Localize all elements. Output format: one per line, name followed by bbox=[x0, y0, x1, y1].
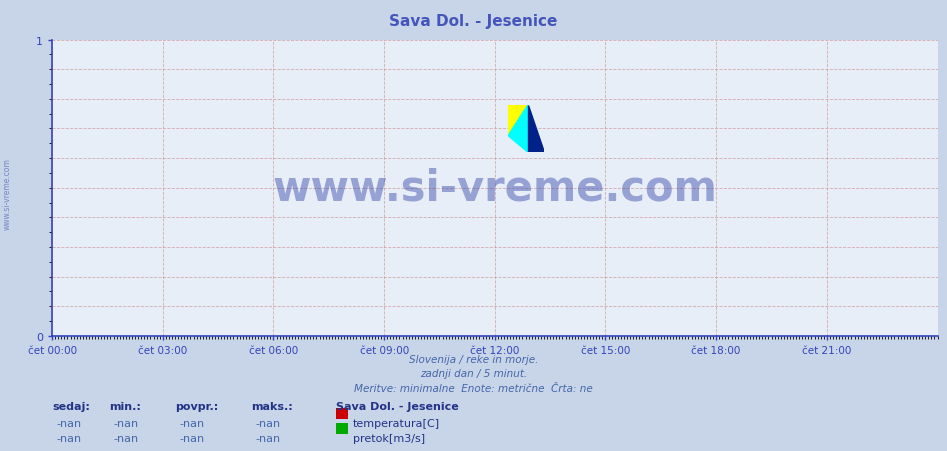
Text: pretok[m3/s]: pretok[m3/s] bbox=[353, 433, 425, 443]
Text: Meritve: minimalne  Enote: metrične  Črta: ne: Meritve: minimalne Enote: metrične Črta:… bbox=[354, 383, 593, 393]
Text: Sava Dol. - Jesenice: Sava Dol. - Jesenice bbox=[389, 14, 558, 28]
Text: www.si-vreme.com: www.si-vreme.com bbox=[273, 167, 717, 209]
Text: Slovenija / reke in morje.: Slovenija / reke in morje. bbox=[409, 354, 538, 364]
Text: -nan: -nan bbox=[256, 418, 281, 428]
Text: min.:: min.: bbox=[109, 401, 141, 411]
Text: -nan: -nan bbox=[114, 433, 139, 443]
Text: zadnji dan / 5 minut.: zadnji dan / 5 minut. bbox=[420, 368, 527, 378]
Polygon shape bbox=[509, 106, 527, 153]
Text: -nan: -nan bbox=[57, 433, 82, 443]
Text: maks.:: maks.: bbox=[251, 401, 293, 411]
Text: -nan: -nan bbox=[180, 433, 205, 443]
Text: -nan: -nan bbox=[256, 433, 281, 443]
Polygon shape bbox=[527, 106, 545, 153]
Text: sedaj:: sedaj: bbox=[52, 401, 90, 411]
Text: Sava Dol. - Jesenice: Sava Dol. - Jesenice bbox=[336, 401, 459, 411]
Text: -nan: -nan bbox=[57, 418, 82, 428]
Text: www.si-vreme.com: www.si-vreme.com bbox=[3, 158, 12, 230]
Text: -nan: -nan bbox=[114, 418, 139, 428]
Text: -nan: -nan bbox=[180, 418, 205, 428]
Text: temperatura[C]: temperatura[C] bbox=[353, 418, 440, 428]
Text: povpr.:: povpr.: bbox=[175, 401, 219, 411]
Polygon shape bbox=[509, 106, 527, 136]
